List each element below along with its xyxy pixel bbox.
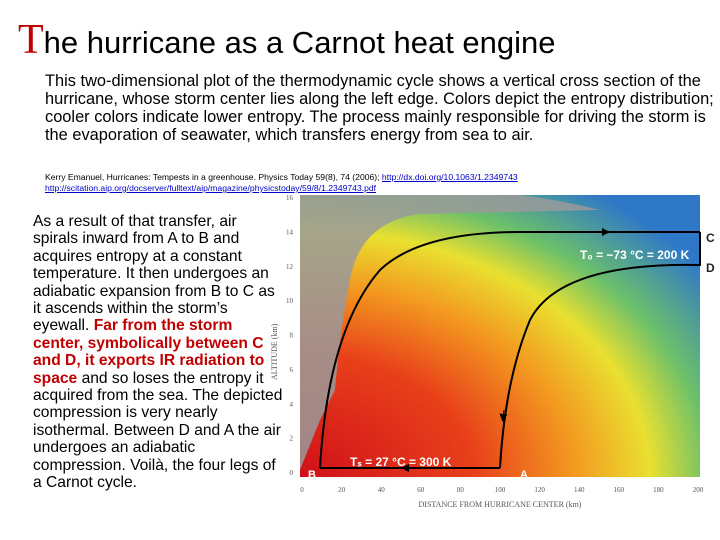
citation-text: Kerry Emanuel, Hurricanes: Tempests in a… (45, 172, 380, 182)
doi-link[interactable]: http://dx.doi.org/10.1063/1.2349743 (381, 172, 518, 182)
point-label: C (706, 231, 715, 245)
clouds (300, 195, 600, 470)
y-tick-label: 4 (290, 400, 294, 408)
x-tick-label: 180 (653, 486, 664, 494)
y-tick-label: 10 (286, 297, 294, 305)
point-label: B (308, 469, 316, 481)
y-tick-label: 0 (290, 469, 294, 477)
t-surface: Tₛ = 27 °C = 300 K (350, 455, 452, 469)
citation: Kerry Emanuel, Hurricanes: Tempests in a… (45, 172, 720, 194)
y-tick-label: 14 (286, 228, 294, 236)
pdf-link[interactable]: http://scitation.aip.org/docserver/fullt… (45, 183, 377, 193)
x-tick-label: 120 (534, 486, 545, 494)
body-part2: and so loses the entropy it acquired fro… (33, 369, 283, 492)
arrow-da (499, 409, 508, 422)
x-tick-label: 60 (417, 486, 425, 494)
title-rest: he hurricane as a Carnot heat engine (43, 25, 556, 60)
title-initial: T (18, 17, 44, 63)
x-tick-label: 20 (338, 486, 346, 494)
title: The hurricane as a Carnot heat engine (18, 16, 556, 64)
x-tick-label: 40 (378, 486, 386, 494)
leg-b-c (319, 231, 700, 469)
y-tick-label: 2 (290, 435, 294, 443)
body-part1: As a result of that transfer, air spiral… (33, 213, 275, 335)
leg-c-d-a (499, 232, 701, 469)
t-top: T₀ = −73 °C = 200 K (580, 248, 690, 262)
x-tick-label: 100 (495, 486, 506, 494)
point-label: A (520, 469, 528, 481)
x-axis-label: DISTANCE FROM HURRICANE CENTER (km) (419, 500, 582, 509)
x-tick-label: 0 (300, 486, 304, 494)
x-tick-label: 140 (574, 486, 585, 494)
body-highlight: Far from the storm center, symbolically … (33, 317, 265, 387)
body-text: As a result of that transfer, air spiral… (33, 213, 283, 492)
y-tick-label: 8 (290, 332, 294, 340)
y-tick-label: 12 (286, 263, 294, 271)
x-tick-label: 200 (693, 486, 704, 494)
x-tick-label: 80 (457, 486, 465, 494)
x-tick-label: 160 (614, 486, 625, 494)
intro: This two-dimensional plot of the thermod… (45, 72, 714, 144)
y-tick-label: 6 (290, 366, 294, 374)
y-tick-label: 16 (286, 194, 294, 202)
point-label: D (706, 261, 715, 275)
plot-area (300, 195, 700, 477)
y-axis-label: ALTITUDE (km) (270, 323, 279, 380)
